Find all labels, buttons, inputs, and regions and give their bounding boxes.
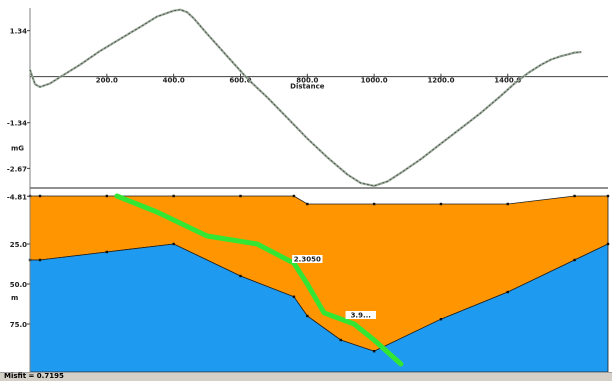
model-vertex: [239, 194, 242, 198]
model-vertex: [573, 194, 576, 198]
model-vertex: [439, 202, 443, 206]
model-vertex: [292, 194, 296, 198]
y-tick-label: 50.0: [10, 281, 27, 289]
gravity-model-chart: 200.0 400.0 600.0 800.0 1000.0 1200.0 1400.0 Di…: [6, 8, 610, 373]
x-tick-label: 1400.0: [494, 77, 521, 85]
model-vertex: [38, 258, 42, 262]
y-tick-label: -1.34: [7, 120, 27, 128]
model-vertex: [606, 194, 610, 198]
y-tick-label: -4.81: [7, 193, 27, 201]
x-tick-label: 200.0: [96, 77, 118, 85]
density-label: 3.9...: [351, 312, 371, 320]
x-tick-label: 1200.0: [427, 77, 454, 85]
y-tick-label: 25.0: [10, 241, 27, 249]
model-vertex: [506, 290, 509, 294]
density-label-background: [292, 255, 323, 263]
model-vertex: [172, 242, 175, 246]
model-vertex: [292, 295, 296, 298]
y-tick-label: 1.34: [10, 28, 27, 36]
model-vertex: [439, 318, 443, 321]
y-axis-label: mG: [11, 145, 24, 153]
model-vertex: [38, 194, 42, 198]
x-tick-label: 600.0: [229, 77, 251, 85]
x-tick-label: 800.0: [296, 77, 318, 85]
y-tick-label: -2.67: [7, 165, 27, 173]
status-bar: Misfit = 0.7195: [0, 372, 612, 381]
anomaly-profile-panel: 200.0 400.0 600.0 800.0 1000.0 1200.0 1400.0 Di…: [7, 8, 608, 190]
model-vertex: [306, 202, 309, 206]
x-axis-label: Distance: [290, 83, 325, 91]
x-tick-label: 1000.0: [361, 77, 388, 85]
x-tick-label: 400.0: [163, 77, 185, 85]
model-vertex: [339, 338, 342, 342]
model-vertex: [239, 274, 242, 278]
model-vertex: [372, 350, 376, 353]
misfit-readout: Misfit = 0.7195: [4, 372, 64, 380]
model-vertex: [372, 202, 376, 206]
model-vertex: [573, 258, 576, 262]
subsurface-model-panel: -4.81 25.0 50.0 75.0 m 2.3050 3.9...: [7, 187, 610, 373]
model-vertex: [306, 314, 309, 318]
density-label-background: [345, 311, 376, 319]
model-vertex: [105, 194, 109, 198]
interpretation-line: [114, 193, 404, 367]
y-axis-label: m: [11, 294, 18, 302]
model-vertex: [606, 242, 610, 246]
model-vertex: [105, 250, 109, 254]
y-tick-label: 75.0: [10, 321, 27, 329]
model-vertex: [172, 194, 175, 198]
anomaly-curve-observed: [29, 9, 582, 187]
model-vertex: [506, 202, 509, 206]
density-label: 2.3050: [294, 256, 321, 264]
blue-body-polygon: [29, 243, 609, 373]
